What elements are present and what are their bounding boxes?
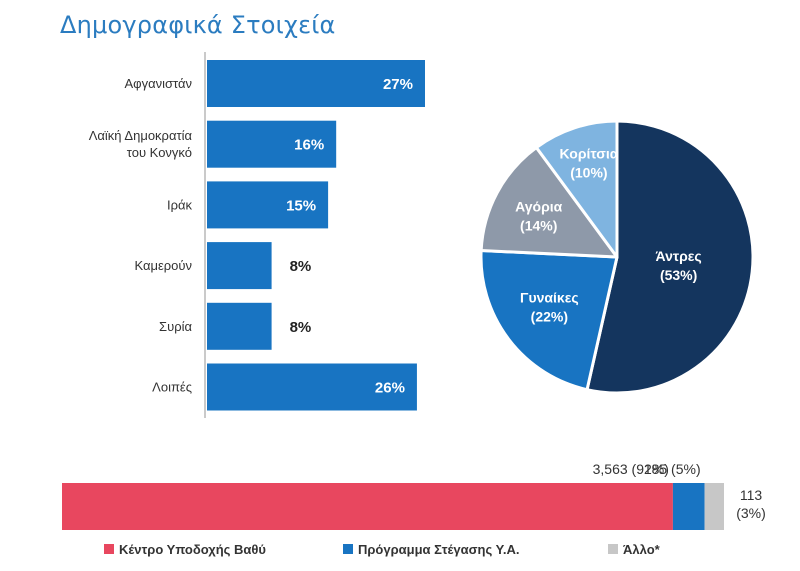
bar-value-label: 8% — [290, 258, 312, 275]
bar-category-line: Λοιπές — [152, 380, 192, 395]
pie-slice-value: (14%) — [520, 217, 557, 233]
bar-category-line: Λαϊκή Δημοκρατία — [89, 128, 193, 143]
pie-slice-value: (10%) — [570, 164, 607, 180]
bar-category-line: Αφγανιστάν — [125, 76, 193, 91]
pie-slice-value: (22%) — [531, 308, 568, 324]
pie-slice-value: (53%) — [660, 267, 697, 283]
bar-category-label: Λοιπές — [152, 380, 192, 395]
bar-category-label: Λαϊκή Δημοκρατία του Κονγκό — [89, 128, 193, 160]
pie-slice-label: Κορίτσια — [560, 145, 619, 161]
bar-category-line: Συρία — [159, 319, 192, 334]
bar-category-label: Συρία — [159, 319, 192, 334]
pie-slice-2 — [479, 145, 619, 259]
bar-category-label: Καμερούν — [134, 258, 192, 273]
pie-slice-label: Γυναίκες — [520, 289, 579, 305]
bar-category-line: Καμερούν — [134, 258, 192, 273]
legend-swatch — [343, 544, 353, 554]
bar-4 — [207, 302, 272, 350]
stack-label-line: (3%) — [736, 505, 766, 521]
pie-slice-0 — [585, 119, 755, 395]
bar-value-label: 26% — [375, 380, 405, 397]
pie-slice-3 — [534, 119, 619, 259]
legend-label: Πρόγραμμα Στέγασης Υ.Α. — [358, 542, 519, 557]
stack-segment-label: 113 (3%) — [736, 487, 766, 521]
bar-value-label: 27% — [383, 76, 413, 93]
legend-label: Κέντρο Υποδοχής Βαθύ — [119, 542, 266, 557]
page-title: Δημογραφικά Στοιχεία — [60, 11, 336, 39]
pie-slice-label: Άντρες — [656, 248, 702, 264]
pie-slice-1 — [479, 249, 619, 392]
legend-swatch — [608, 544, 618, 554]
bar-value-label: 16% — [294, 137, 324, 154]
bar-5 — [207, 363, 417, 411]
legend-label: Άλλο* — [623, 542, 661, 557]
bar-category-line: Ιράκ — [167, 197, 193, 212]
bar-0 — [207, 60, 425, 107]
legend-swatch — [104, 544, 114, 554]
bar-2 — [207, 181, 329, 229]
bar-category-label: Ιράκ — [167, 197, 193, 212]
bar-1 — [207, 120, 337, 168]
bar-value-label: 8% — [290, 319, 312, 336]
stack-segment-1 — [672, 483, 705, 530]
stack-segment-0 — [62, 483, 673, 530]
bar-category-line: του Κονγκό — [127, 145, 192, 160]
stack-segment-label: 185 (5%) — [644, 461, 701, 477]
bar-category-label: Αφγανιστάν — [125, 76, 193, 91]
bar-3 — [207, 242, 272, 290]
pie-slice-label: Αγόρια — [515, 198, 562, 214]
stack-segment-label: 3,563 (92%) — [593, 461, 669, 477]
bar-value-label: 15% — [286, 197, 316, 214]
stack-segment-2 — [704, 483, 724, 530]
stack-label-line: 113 — [740, 487, 763, 503]
